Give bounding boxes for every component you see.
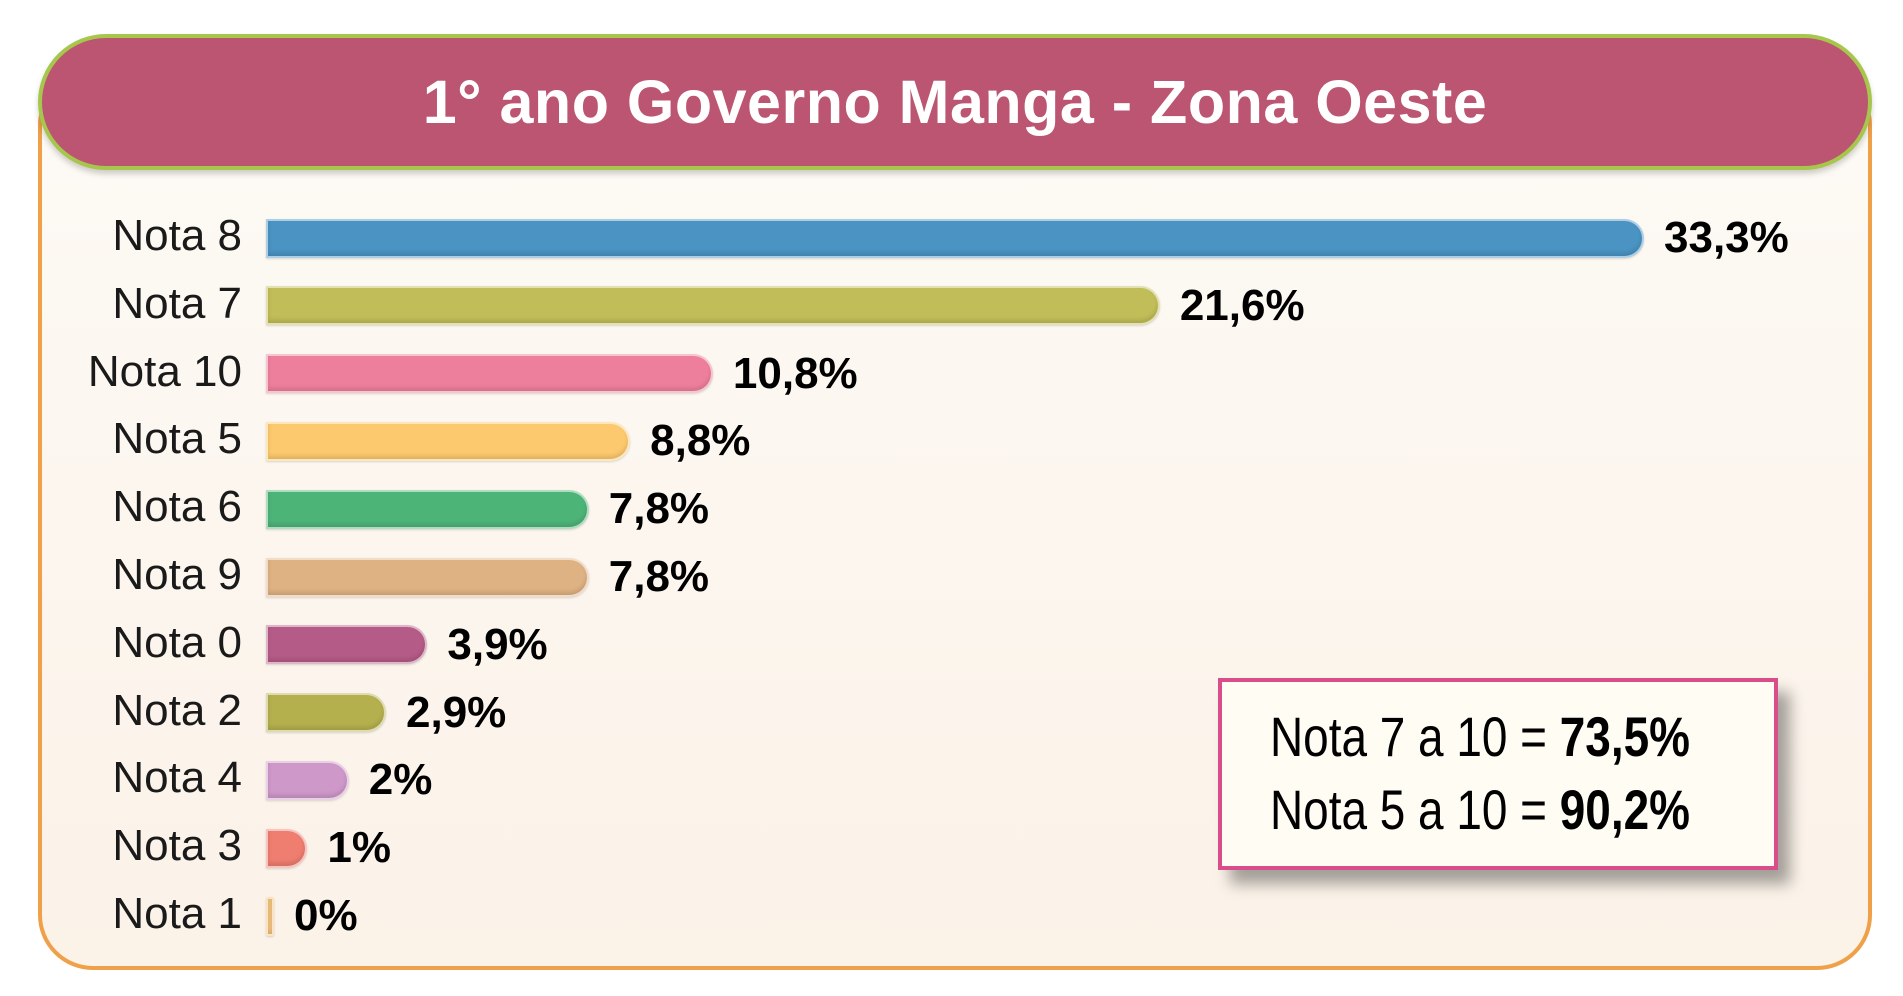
category-label: Nota 8 — [112, 211, 242, 260]
category-label: Nota 1 — [112, 889, 242, 938]
category-label: Nota 7 — [112, 278, 242, 328]
data-label: 7,8% — [608, 484, 710, 534]
data-label: 1% — [327, 823, 391, 873]
category-label: Nota 2 — [112, 685, 242, 735]
data-label: 0% — [294, 891, 358, 940]
chart-title: 1° ano Governo Manga - Zona Oeste — [422, 68, 1488, 136]
bar — [266, 557, 589, 597]
category-label: Nota 5 — [112, 414, 242, 464]
bar — [266, 489, 589, 529]
category-label: Nota 10 — [87, 346, 242, 396]
summary-line-2-value: 90,2% — [1559, 778, 1690, 841]
data-label: 10,8% — [732, 348, 858, 398]
category-label: Nota 0 — [112, 617, 242, 667]
data-label: 7,8% — [608, 552, 710, 601]
data-label: 3,9% — [447, 619, 548, 669]
bar — [266, 760, 349, 800]
bar — [266, 354, 713, 394]
category-label: Nota 6 — [112, 482, 242, 532]
summary-line-2-prefix: Nota 5 a 10 = — [1270, 778, 1560, 841]
category-label: Nota 4 — [112, 753, 242, 803]
data-label: 2% — [368, 755, 433, 805]
summary-box: Nota 7 a 10 = 73,5% Nota 5 a 10 = 90,2% — [1218, 678, 1778, 870]
bar — [266, 218, 1644, 258]
summary-line-1-value: 73,5% — [1559, 705, 1690, 769]
bar — [266, 625, 428, 665]
bar — [266, 828, 308, 868]
bar — [266, 693, 386, 733]
data-label: 33,3% — [1664, 213, 1789, 262]
summary-line-7-to-10: Nota 7 a 10 = 73,5% — [1270, 701, 1690, 774]
bar — [266, 421, 631, 461]
summary-line-1-prefix: Nota 7 a 10 = — [1270, 705, 1560, 769]
bar — [266, 286, 1160, 326]
category-label: Nota 3 — [112, 821, 242, 871]
data-label: 2,9% — [406, 687, 507, 737]
category-label: Nota 9 — [112, 550, 242, 599]
chart-title-bar: 1° ano Governo Manga - Zona Oeste — [38, 34, 1872, 170]
summary-line-5-to-10: Nota 5 a 10 = 90,2% — [1270, 774, 1690, 847]
bar — [266, 896, 274, 936]
data-label: 8,8% — [650, 416, 751, 466]
data-label: 21,6% — [1179, 280, 1305, 330]
